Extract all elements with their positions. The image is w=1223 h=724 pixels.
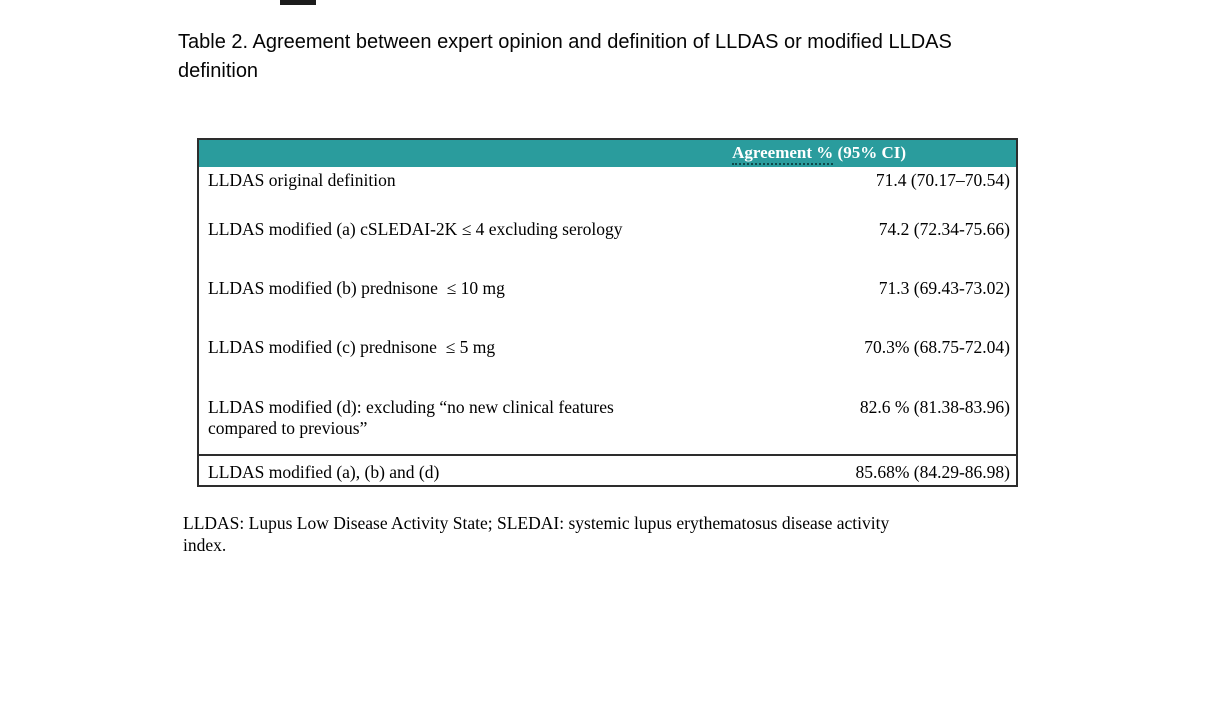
table-row: LLDAS modified (c) prednisone ≤ 5 mg 70.… bbox=[199, 329, 1016, 389]
agreement-table: Agreement % (95% CI) LLDAS original defi… bbox=[197, 138, 1018, 487]
table-row: LLDAS modified (a), (b) and (d) 85.68% (… bbox=[199, 454, 1016, 485]
row-label: LLDAS modified (a), (b) and (d) bbox=[208, 462, 440, 482]
row-value: 71.3 (69.43-73.02) bbox=[878, 278, 1010, 298]
row-label: LLDAS modified (c) prednisone ≤ 5 mg bbox=[208, 337, 496, 357]
cropped-text-fragment bbox=[280, 0, 316, 5]
table-row: LLDAS original definition 71.4 (70.17–70… bbox=[199, 167, 1016, 212]
row-value: 71.4 (70.17–70.54) bbox=[875, 170, 1010, 190]
header-agreement-label: Agreement % bbox=[732, 143, 834, 165]
table-row: LLDAS modified (b) prednisone ≤ 10 mg 71… bbox=[199, 270, 1016, 329]
table-row: LLDAS modified (a) cSLEDAI-2K ≤ 4 exclud… bbox=[199, 212, 1016, 270]
row-label: LLDAS modified (a) cSLEDAI-2K ≤ 4 exclud… bbox=[208, 219, 623, 239]
table-caption: Table 2. Agreement between expert opinio… bbox=[178, 31, 952, 82]
row-value: 74.2 (72.34-75.66) bbox=[878, 219, 1010, 239]
row-value: 82.6 % (81.38-83.96) bbox=[859, 397, 1010, 417]
row-value: 85.68% (84.29-86.98) bbox=[855, 462, 1010, 482]
row-label: LLDAS modified (b) prednisone ≤ 10 mg bbox=[208, 278, 505, 298]
row-label: LLDAS original definition bbox=[208, 170, 396, 190]
table-footnote: LLDAS: Lupus Low Disease Activity State;… bbox=[183, 513, 890, 555]
table-header-row: Agreement % (95% CI) bbox=[199, 140, 1016, 167]
row-label: LLDAS modified (d): excluding “no new cl… bbox=[208, 397, 614, 438]
row-value: 70.3% (68.75-72.04) bbox=[864, 337, 1010, 357]
table-row: LLDAS modified (d): excluding “no new cl… bbox=[199, 389, 1016, 454]
header-ci-label: (95% CI) bbox=[833, 143, 906, 162]
